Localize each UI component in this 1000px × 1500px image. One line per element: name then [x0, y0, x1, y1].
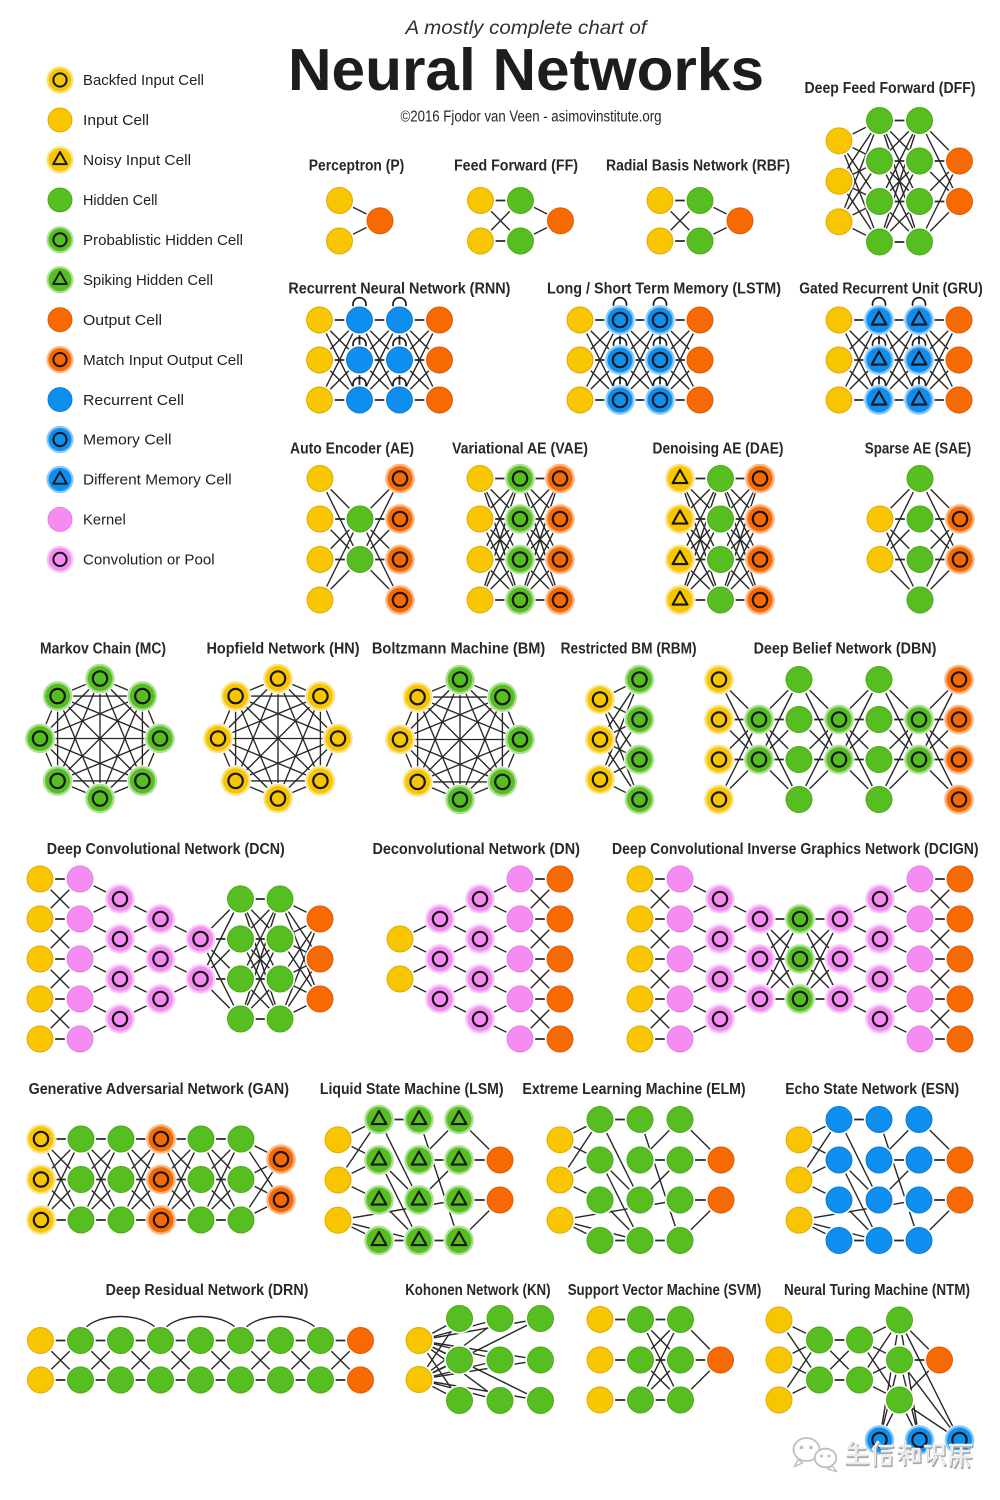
svg-text:Liquid State Machine (LSM): Liquid State Machine (LSM) — [320, 1081, 504, 1098]
svg-text:Variational AE (VAE): Variational AE (VAE) — [452, 441, 588, 458]
svg-text:Support Vector Machine (SVM): Support Vector Machine (SVM) — [568, 1282, 762, 1299]
svg-text:Recurrent Cell: Recurrent Cell — [83, 392, 184, 409]
svg-text:Backfed Input Cell: Backfed Input Cell — [83, 72, 204, 89]
svg-text:Recurrent Neural Network (RNN): Recurrent Neural Network (RNN) — [288, 281, 510, 298]
svg-text:Feed Forward (FF): Feed Forward (FF) — [454, 158, 578, 175]
svg-text:Gated Recurrent Unit (GRU): Gated Recurrent Unit (GRU) — [799, 281, 983, 298]
svg-text:Kohonen Network (KN): Kohonen Network (KN) — [405, 1282, 550, 1299]
svg-text:Radial Basis Network (RBF): Radial Basis Network (RBF) — [606, 158, 790, 175]
svg-text:Input Cell: Input Cell — [83, 112, 149, 129]
svg-text:Boltzmann Machine (BM): Boltzmann Machine (BM) — [372, 641, 545, 658]
svg-text:A mostly complete chart of: A mostly complete chart of — [404, 18, 648, 39]
svg-text:Sparse AE (SAE): Sparse AE (SAE) — [865, 441, 971, 458]
svg-text:©2016 Fjodor van Veen - asimov: ©2016 Fjodor van Veen - asimovinstitute.… — [401, 109, 662, 126]
svg-text:Auto Encoder (AE): Auto Encoder (AE) — [290, 441, 414, 458]
svg-text:Deep Residual Network (DRN): Deep Residual Network (DRN) — [106, 1282, 309, 1299]
svg-text:Different Memory Cell: Different Memory Cell — [83, 472, 232, 489]
svg-text:Match Input Output Cell: Match Input Output Cell — [83, 352, 243, 369]
svg-text:Long / Short Term Memory (LSTM: Long / Short Term Memory (LSTM) — [547, 281, 781, 298]
svg-text:Kernel: Kernel — [83, 512, 126, 529]
svg-text:Deep Belief Network (DBN): Deep Belief Network (DBN) — [754, 641, 937, 658]
svg-text:Generative Adversarial Network: Generative Adversarial Network (GAN) — [29, 1081, 289, 1098]
svg-text:Hopfield Network (HN): Hopfield Network (HN) — [207, 641, 360, 658]
svg-text:Markov Chain (MC): Markov Chain (MC) — [40, 641, 166, 658]
svg-text:Deep Convolutional Network (DC: Deep Convolutional Network (DCN) — [47, 841, 285, 858]
svg-text:Memory Cell: Memory Cell — [83, 432, 172, 449]
svg-text:Convolution or Pool: Convolution or Pool — [83, 552, 215, 569]
svg-text:Echo State Network (ESN): Echo State Network (ESN) — [785, 1081, 959, 1098]
svg-text:Noisy Input Cell: Noisy Input Cell — [83, 152, 191, 169]
svg-text:Neural Networks: Neural Networks — [288, 37, 764, 103]
svg-text:Neural Turing Machine (NTM): Neural Turing Machine (NTM) — [784, 1282, 970, 1299]
svg-text:Probablistic Hidden Cell: Probablistic Hidden Cell — [83, 232, 243, 249]
svg-text:Hidden Cell: Hidden Cell — [83, 192, 158, 209]
svg-text:Extreme Learning Machine (ELM): Extreme Learning Machine (ELM) — [522, 1081, 745, 1098]
svg-text:Restricted BM (RBM): Restricted BM (RBM) — [561, 641, 697, 658]
svg-text:Denoising AE (DAE): Denoising AE (DAE) — [653, 441, 784, 458]
svg-text:Deconvolutional Network (DN): Deconvolutional Network (DN) — [372, 841, 580, 858]
svg-text:Deep Convolutional Inverse Gra: Deep Convolutional Inverse Graphics Netw… — [612, 841, 979, 858]
svg-text:Deep Feed Forward (DFF): Deep Feed Forward (DFF) — [805, 80, 976, 97]
svg-text:Perceptron (P): Perceptron (P) — [309, 158, 404, 175]
svg-text:Spiking Hidden Cell: Spiking Hidden Cell — [83, 272, 213, 289]
svg-text:Output Cell: Output Cell — [83, 312, 162, 329]
